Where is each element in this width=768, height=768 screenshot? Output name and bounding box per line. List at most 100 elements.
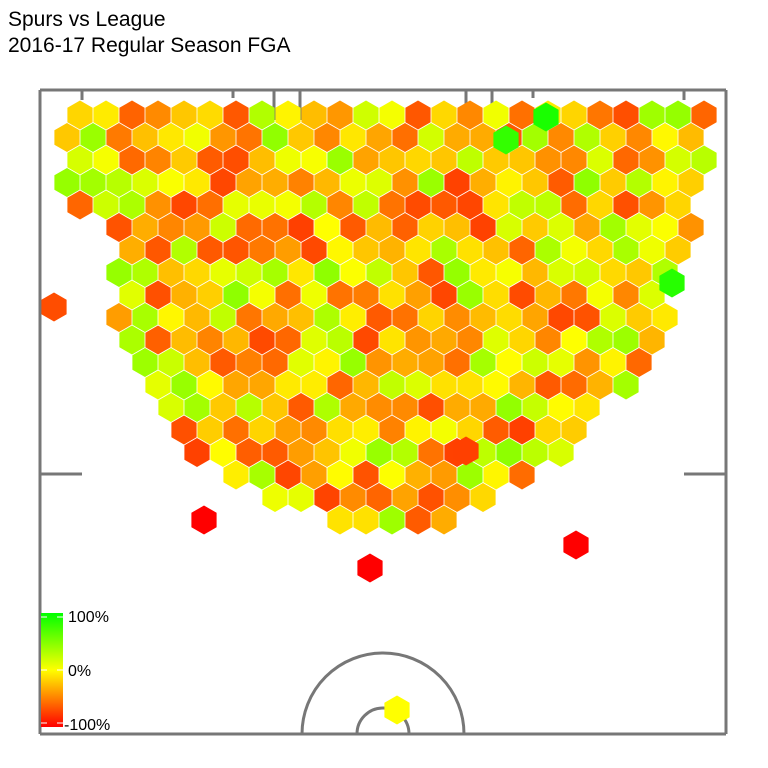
hex-bin xyxy=(548,348,574,377)
hex-bin xyxy=(327,145,353,175)
hex-bin xyxy=(197,325,223,355)
hex-bin xyxy=(327,280,353,310)
hex-bin xyxy=(288,303,314,332)
hex-bin xyxy=(340,213,366,242)
hex-bin xyxy=(80,168,106,197)
hex-bin xyxy=(184,348,210,377)
hex-bin xyxy=(431,370,457,400)
hex-bin xyxy=(626,348,652,377)
hex-bin xyxy=(340,258,366,287)
hex-bin xyxy=(379,145,405,175)
hex-bin xyxy=(659,268,685,298)
hex-bin xyxy=(93,100,119,130)
hex-bin xyxy=(249,280,275,310)
hex-bin xyxy=(535,145,561,175)
hex-bin xyxy=(366,483,392,512)
hex-bin xyxy=(691,100,717,130)
hex-bin xyxy=(210,303,236,332)
hex-bin xyxy=(275,145,301,175)
hex-bin xyxy=(431,190,457,220)
hex-bin xyxy=(613,100,639,130)
hex-bin xyxy=(353,190,379,220)
hex-bin xyxy=(405,145,431,175)
hex-bin xyxy=(652,168,678,197)
hex-bin xyxy=(314,438,340,467)
hex-bin xyxy=(223,100,249,130)
hex-bin xyxy=(548,168,574,197)
hex-bin xyxy=(119,145,145,175)
hex-bin xyxy=(561,235,587,265)
hex-bin xyxy=(301,145,327,175)
hex-bin xyxy=(535,235,561,265)
hex-bin xyxy=(470,123,496,152)
hex-bin xyxy=(587,190,613,220)
hex-bin xyxy=(145,370,171,400)
hex-bin xyxy=(171,235,197,265)
hex-bin xyxy=(288,213,314,242)
hex-bin xyxy=(535,415,561,445)
hex-bin xyxy=(106,303,132,332)
hex-bin xyxy=(366,393,392,422)
hex-bin xyxy=(301,100,327,130)
legend-colorbar xyxy=(41,613,63,727)
hex-bin xyxy=(353,415,379,445)
hex-bin xyxy=(626,213,652,242)
hex-bin xyxy=(405,370,431,400)
hex-bin xyxy=(639,235,665,265)
hex-bin xyxy=(184,303,210,332)
hex-bin xyxy=(191,505,217,535)
hex-bin xyxy=(119,190,145,220)
hex-bin xyxy=(561,100,587,130)
hex-bin xyxy=(288,393,314,422)
hex-bin xyxy=(457,415,483,445)
hex-bin xyxy=(145,145,171,175)
hex-bin xyxy=(236,303,262,332)
hex-bin xyxy=(665,190,691,220)
hex-bin xyxy=(600,258,626,287)
hex-bin xyxy=(236,438,262,467)
hex-bin xyxy=(366,123,392,152)
hex-bin xyxy=(366,213,392,242)
hex-bin xyxy=(132,213,158,242)
hex-bin xyxy=(262,168,288,197)
hex-bin xyxy=(509,190,535,220)
hex-bin xyxy=(587,370,613,400)
hex-bin xyxy=(522,348,548,377)
hex-bin xyxy=(548,213,574,242)
hex-bin xyxy=(119,280,145,310)
hex-bin xyxy=(574,168,600,197)
hex-bin xyxy=(41,292,67,322)
hex-bin xyxy=(132,168,158,197)
hex-bin xyxy=(574,348,600,377)
hex-bin xyxy=(171,190,197,220)
hex-bin xyxy=(132,303,158,332)
hex-bin xyxy=(444,213,470,242)
hex-bin xyxy=(327,370,353,400)
hex-bin xyxy=(340,168,366,197)
hex-bin xyxy=(197,370,223,400)
hex-bin xyxy=(652,303,678,332)
hex-bin xyxy=(548,258,574,287)
hex-bin xyxy=(496,348,522,377)
hex-bin xyxy=(613,145,639,175)
hex-bin xyxy=(522,438,548,467)
hex-bin xyxy=(314,168,340,197)
hex-bin xyxy=(327,235,353,265)
hex-bin xyxy=(158,213,184,242)
hex-bin xyxy=(522,393,548,422)
hex-bin xyxy=(509,370,535,400)
hex-bin xyxy=(431,325,457,355)
legend-label-max: 100% xyxy=(68,609,109,626)
hex-bin xyxy=(379,370,405,400)
hex-bin xyxy=(678,168,704,197)
hex-bin xyxy=(652,123,678,152)
hex-bin xyxy=(158,393,184,422)
hex-bin xyxy=(262,483,288,512)
hex-bin xyxy=(158,123,184,152)
legend-label-min: -100% xyxy=(64,717,111,734)
hex-bin xyxy=(561,190,587,220)
hex-bin xyxy=(236,168,262,197)
hex-bin xyxy=(418,123,444,152)
chart-subtitle: 2016-17 Regular Season FGA xyxy=(8,34,291,57)
